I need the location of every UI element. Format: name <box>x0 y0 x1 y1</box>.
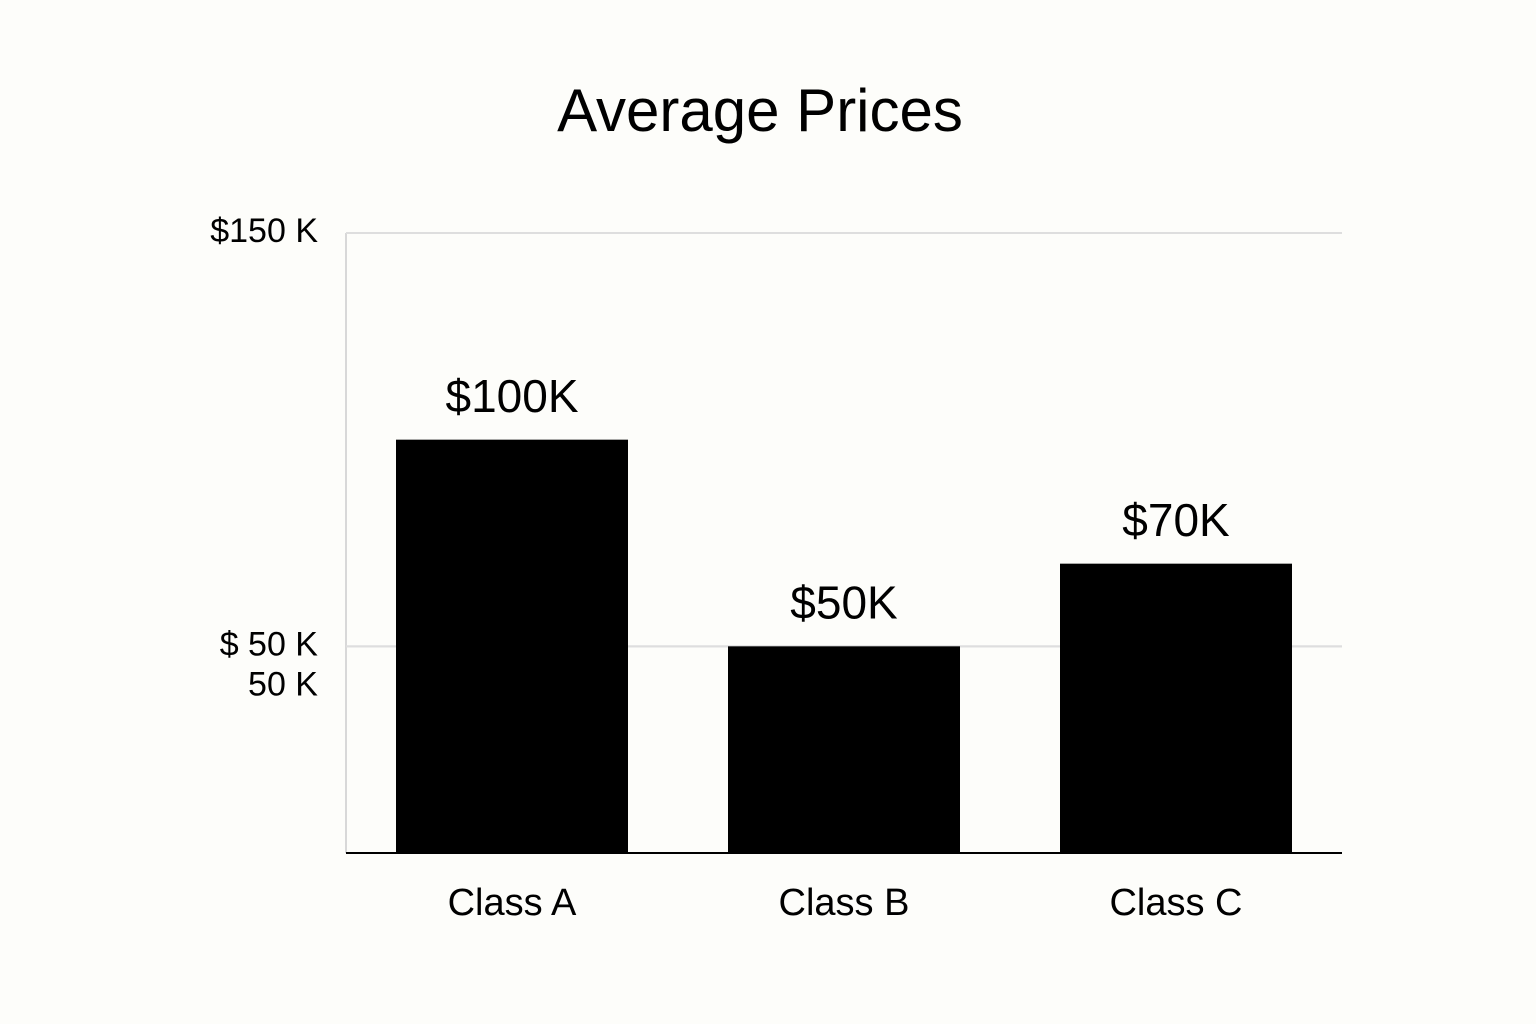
x-tick-label: Class B <box>779 882 910 924</box>
y-tick-label: $ 50 K <box>220 625 319 663</box>
y-tick-label: 50 K <box>248 665 318 703</box>
chart-title: Average Prices <box>557 77 963 144</box>
value-label: $70K <box>1122 494 1230 546</box>
bar <box>1060 563 1292 853</box>
x-tick-label: Class C <box>1109 882 1242 924</box>
value-label: $50K <box>790 576 898 628</box>
bar <box>728 646 960 853</box>
bar <box>396 439 628 853</box>
value-label: $100K <box>445 370 578 422</box>
y-tick-label: $150 K <box>210 212 318 250</box>
x-tick-label: Class A <box>448 882 577 924</box>
